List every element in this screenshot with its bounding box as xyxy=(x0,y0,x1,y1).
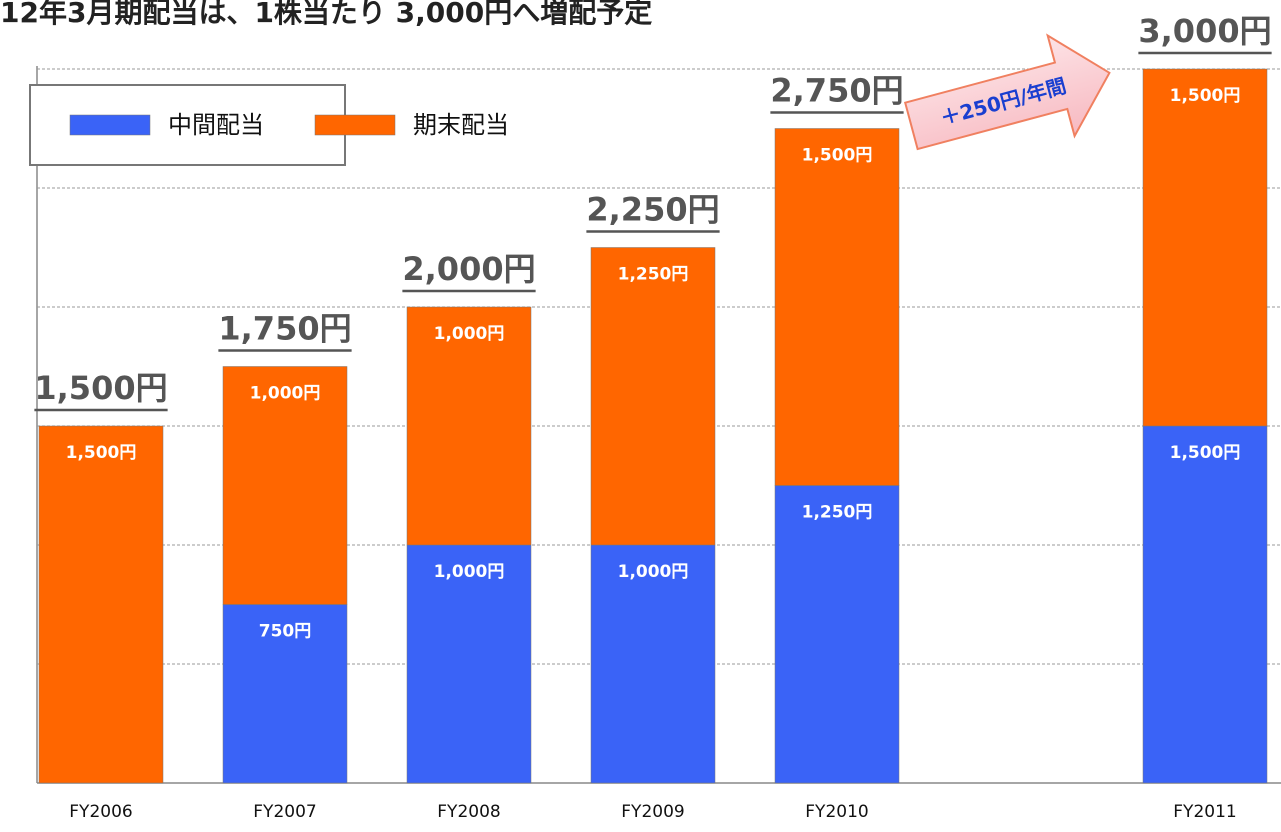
total-label: 2,250円 xyxy=(586,191,719,229)
x-tick-label: FY2010 xyxy=(805,802,868,822)
x-tick-label: FY2009 xyxy=(621,802,684,822)
value-label: 1,250円 xyxy=(618,265,689,285)
bar-segment xyxy=(774,128,900,486)
legend-swatch xyxy=(69,114,151,136)
annotation-arrow: ＋250円/年間 xyxy=(903,33,1111,151)
total-label: 1,500円 xyxy=(34,369,167,407)
value-label: 1,000円 xyxy=(250,384,321,404)
value-label: 1,000円 xyxy=(434,324,505,344)
bar-segment xyxy=(590,544,716,784)
total-label: 1,750円 xyxy=(218,310,351,348)
bar-segment xyxy=(222,366,348,605)
legend-label: 中間配当 xyxy=(168,111,264,139)
value-label: 1,500円 xyxy=(802,146,873,166)
value-label: 1,250円 xyxy=(802,503,873,523)
bar-segment xyxy=(222,604,348,784)
total-label: 2,000円 xyxy=(402,250,535,288)
x-tick-label: FY2007 xyxy=(253,802,316,822)
x-tick-label: FY2008 xyxy=(437,802,500,822)
value-label: 1,000円 xyxy=(618,562,689,582)
bar-segment xyxy=(1142,68,1268,427)
bar-segment xyxy=(774,485,900,784)
total-label: 2,750円 xyxy=(770,72,903,110)
bar-segment xyxy=(1142,425,1268,784)
total-label: 3,000円 xyxy=(1138,12,1271,50)
bar-segment xyxy=(406,544,532,784)
bar-segment xyxy=(590,247,716,546)
bar-segment xyxy=(406,306,532,546)
value-label: 1,500円 xyxy=(1170,443,1241,463)
bar-segment xyxy=(38,425,164,784)
value-label: 1,500円 xyxy=(66,443,137,463)
value-label: 750円 xyxy=(259,622,312,642)
legend-swatch xyxy=(314,114,396,136)
value-label: 1,000円 xyxy=(434,562,505,582)
value-label: 1,500円 xyxy=(1170,86,1241,106)
x-tick-label: FY2011 xyxy=(1173,802,1236,822)
x-tick-label: FY2006 xyxy=(69,802,132,822)
legend-label: 期末配当 xyxy=(413,111,509,139)
chart-title: 12年3月期配当は、1株当たり 3,000円へ増配予定 xyxy=(0,0,652,29)
